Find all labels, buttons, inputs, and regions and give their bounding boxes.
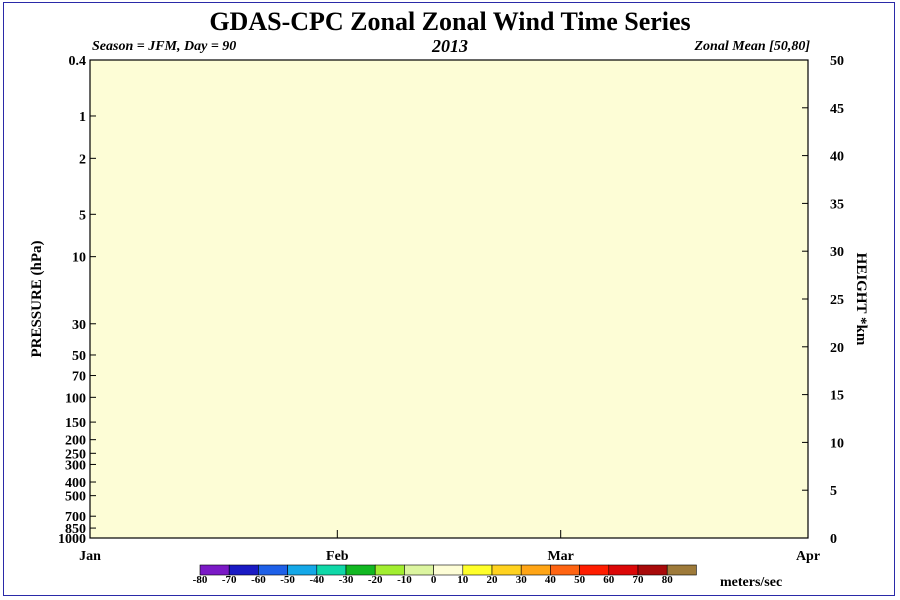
colorbar-label--20: -20: [368, 574, 383, 586]
pressure-tick-label-1000: 1000: [58, 532, 86, 547]
chart-subtitle-zonal-mean: Zonal Mean [50,80]: [694, 39, 811, 54]
pressure-tick-label-700: 700: [65, 510, 86, 525]
height-tick-label-40: 40: [830, 150, 844, 165]
pressure-tick-label-500: 500: [65, 490, 86, 505]
pressure-tick-label-300: 300: [65, 458, 86, 473]
y-axis-label-pressure: PRESSURE (hPa): [29, 240, 45, 357]
pressure-tick-label-5: 5: [79, 208, 86, 223]
height-tick-label-15: 15: [830, 389, 844, 404]
pressure-tick-label-0.4: 0.4: [69, 54, 87, 69]
colorbar-label--60: -60: [251, 574, 266, 586]
colorbar-label-50: 50: [574, 574, 586, 586]
colorbar-label-0: 0: [431, 574, 437, 586]
colorbar-label-40: 40: [545, 574, 557, 586]
x-tick-label-Apr: Apr: [796, 549, 820, 564]
height-tick-label-25: 25: [830, 293, 844, 308]
colorbar-label--10: -10: [397, 574, 412, 586]
colorbar-label--80: -80: [193, 574, 208, 586]
pressure-tick-label-850: 850: [65, 522, 86, 537]
pressure-tick-label-400: 400: [65, 476, 86, 491]
colorbar-label--40: -40: [309, 574, 324, 586]
x-tick-label-Feb: Feb: [326, 549, 349, 564]
x-tick-label-Jan: Jan: [79, 549, 101, 564]
colorbar-swatch-80: [666, 564, 697, 576]
colorbar-label-20: 20: [487, 574, 499, 586]
pressure-tick-label-30: 30: [72, 318, 86, 333]
height-tick-label-10: 10: [830, 436, 844, 451]
pressure-tick-label-150: 150: [65, 416, 86, 431]
pressure-tick-label-100: 100: [65, 391, 86, 406]
pressure-tick-label-50: 50: [72, 349, 86, 364]
height-tick-label-0: 0: [830, 532, 837, 547]
y-axis-label-height: HEIGHT *km: [853, 253, 869, 346]
colorbar-label--50: -50: [280, 574, 295, 586]
colorbar-label-70: 70: [633, 574, 645, 586]
pressure-tick-label-70: 70: [72, 370, 86, 385]
height-tick-label-30: 30: [830, 245, 844, 260]
pressure-tick-label-250: 250: [65, 447, 86, 462]
colorbar-label-60: 60: [603, 574, 615, 586]
chart-subtitle-season: Season = JFM, Day = 90: [92, 39, 237, 54]
pressure-tick-label-1: 1: [79, 110, 86, 125]
height-tick-label-5: 5: [830, 484, 837, 499]
figure-frame: [3, 2, 895, 596]
colorbar-unit-label: meters/sec: [720, 575, 782, 590]
colorbar-label--30: -30: [339, 574, 354, 586]
colorbar-label--70: -70: [222, 574, 237, 586]
height-tick-label-45: 45: [830, 102, 844, 117]
x-tick-label-Mar: Mar: [547, 549, 573, 564]
pressure-tick-label-200: 200: [65, 434, 86, 449]
wind-band-0-10: [90, 60, 808, 538]
height-tick-label-50: 50: [830, 54, 844, 69]
pressure-tick-label-10: 10: [72, 251, 86, 266]
pressure-tick-label-2: 2: [79, 152, 86, 167]
chart-subtitle-year: 2013: [432, 36, 468, 56]
colorbar-label-10: 10: [457, 574, 469, 586]
height-tick-label-35: 35: [830, 197, 844, 212]
colorbar-label-30: 30: [516, 574, 528, 586]
chart-title: GDAS-CPC Zonal Zonal Wind Time Series: [209, 7, 691, 36]
height-tick-label-20: 20: [830, 341, 844, 356]
colorbar-label-80: 80: [662, 574, 674, 586]
